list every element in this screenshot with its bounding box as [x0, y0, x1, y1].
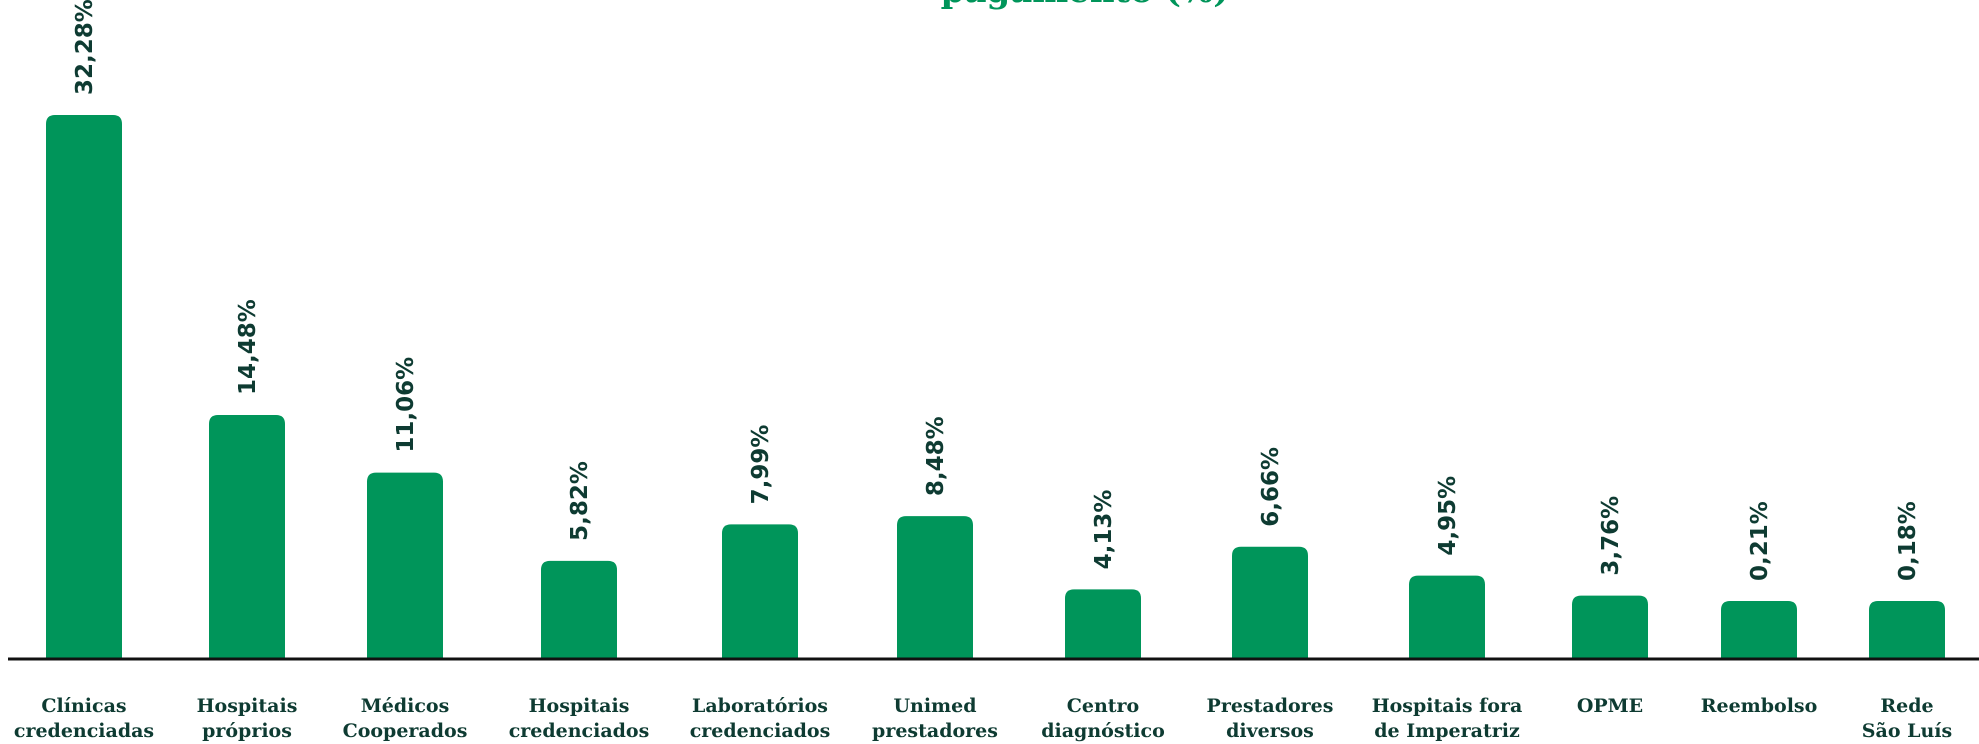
category-label: Centro diagnóstico: [1041, 695, 1165, 742]
value-label: 8,48%: [923, 416, 949, 496]
value-label: 7,99%: [748, 425, 774, 505]
category-label-line: de Imperatriz: [1374, 720, 1520, 742]
category-label: Clínicas credenciadas: [14, 695, 154, 742]
category-label: Médicos Cooperados: [343, 695, 468, 742]
category-label: Prestadores diversos: [1207, 695, 1334, 742]
category-label-line: Prestadores: [1207, 695, 1334, 717]
bar: [1721, 601, 1797, 659]
value-label: 5,82%: [567, 461, 593, 541]
value-label: 4,95%: [1435, 476, 1461, 556]
category-label-line: credenciados: [509, 720, 650, 742]
category-label-line: próprios: [202, 720, 292, 742]
category-label-line: prestadores: [872, 720, 998, 742]
value-label: 4,13%: [1091, 490, 1117, 570]
bar: [897, 516, 973, 659]
category-label-line: Centro: [1067, 695, 1139, 717]
category-label: OPME: [1577, 695, 1643, 717]
chart-title: pagamento (%): [941, 0, 1230, 11]
category-labels-group: Clínicas credenciadas Hospitais próprios Méd…: [14, 695, 1952, 742]
category-label-line: credenciadas: [14, 720, 154, 742]
category-label-line: Hospitais: [529, 695, 630, 717]
value-label: 6,66%: [1258, 447, 1284, 527]
category-label-line: Laboratórios: [692, 695, 828, 717]
bar: [1065, 589, 1141, 659]
category-label-line: diversos: [1226, 720, 1314, 742]
category-label-line: Rede: [1880, 695, 1933, 717]
bar: [367, 472, 443, 659]
category-label: Unimed prestadores: [872, 695, 998, 742]
bar: [1232, 546, 1308, 659]
bar: [209, 414, 285, 659]
category-label-line: Unimed: [893, 695, 976, 717]
bar: [1409, 575, 1485, 659]
category-label-line: Hospitais fora: [1372, 695, 1523, 717]
value-label: 32,28%: [72, 0, 98, 95]
category-label-line: Clínicas: [41, 695, 126, 717]
category-label-line: diagnóstico: [1041, 720, 1165, 742]
category-label-line: Hospitais: [197, 695, 298, 717]
bars-group: [46, 115, 1945, 659]
value-labels-group: 32,28% 14,48% 11,06% 5,82% 7,99% 8,48% 4,13% 6,…: [72, 0, 1921, 581]
category-label-line: Médicos: [361, 695, 450, 717]
value-label: 14,48%: [235, 299, 261, 395]
category-label-line: Cooperados: [343, 720, 468, 742]
value-label: 11,06%: [393, 357, 419, 453]
bar: [541, 560, 617, 659]
category-label: Hospitais fora de Imperatriz: [1372, 695, 1523, 742]
bar: [1572, 595, 1648, 659]
category-label: Hospitais próprios: [197, 695, 298, 742]
bar: [1869, 601, 1945, 659]
value-label: 0,18%: [1895, 501, 1921, 581]
bar: [722, 524, 798, 659]
category-label-line: credenciados: [690, 720, 831, 742]
category-label-line: São Luís: [1862, 720, 1952, 742]
category-label: Hospitais credenciados: [509, 695, 650, 742]
category-label-line: Reembolso: [1701, 695, 1818, 717]
category-label-line: OPME: [1577, 695, 1643, 717]
bar: [46, 115, 122, 659]
category-label: Laboratórios credenciados: [690, 695, 831, 742]
value-label: 3,76%: [1598, 496, 1624, 576]
value-label: 0,21%: [1747, 501, 1773, 581]
category-label: Reembolso: [1701, 695, 1818, 717]
category-label: Rede São Luís: [1862, 695, 1952, 742]
